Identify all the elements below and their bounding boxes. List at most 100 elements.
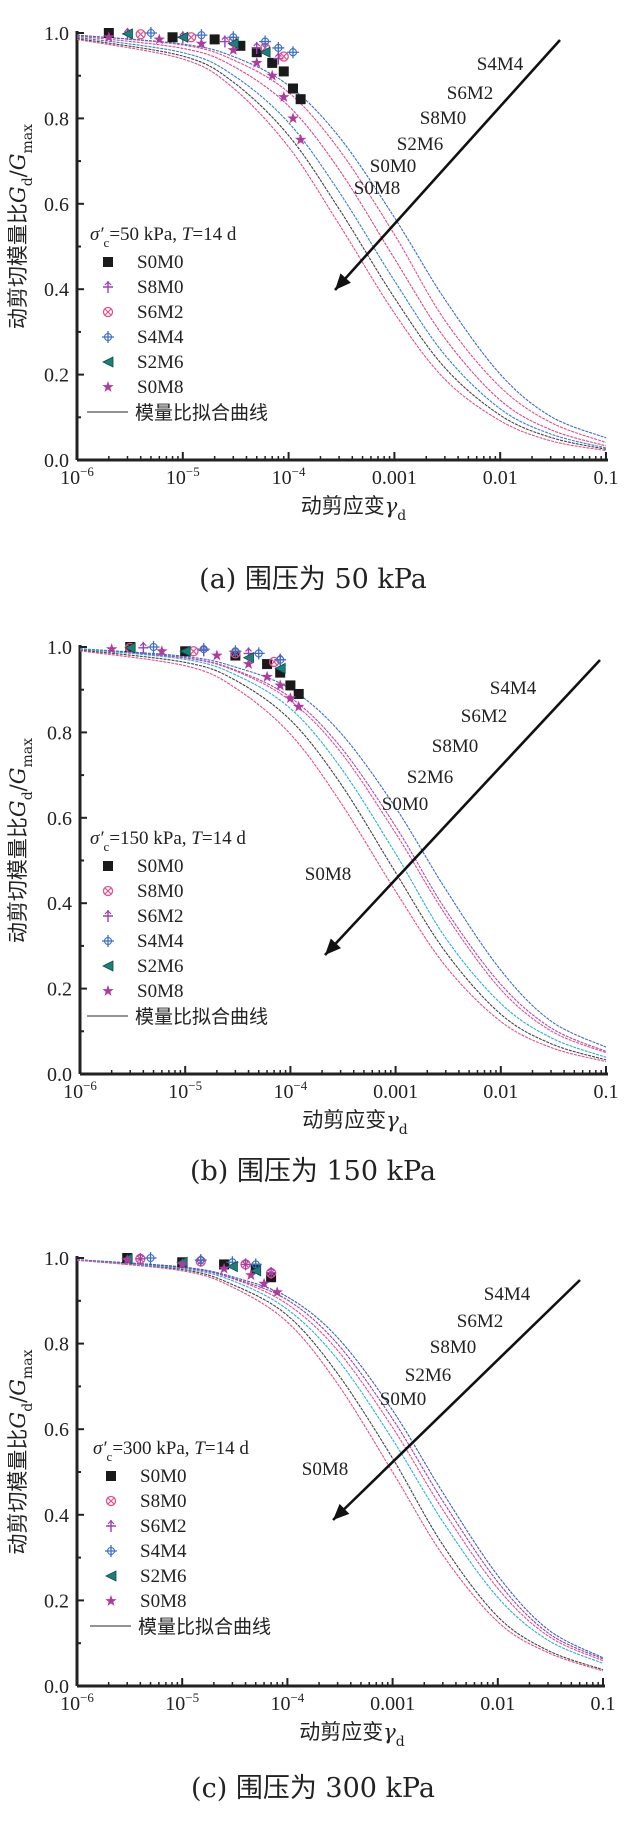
data-point-s4m4: [147, 641, 160, 653]
data-point-s0m8: [266, 69, 278, 81]
data-point-s4m4: [259, 35, 272, 48]
data-point-s6m2: [240, 1258, 251, 1271]
y-axis-title-text: 动剪切模量比: [6, 1429, 30, 1555]
x-tick-base: 10: [272, 467, 292, 489]
legend-marker-s0m0: [103, 257, 113, 267]
y-tick-label: 0.0: [44, 1676, 69, 1698]
trend-arrow-head: [325, 938, 342, 955]
x-axis-title: 动剪应变γd: [301, 494, 407, 524]
fit-curve-s0m0: [79, 649, 607, 1061]
y-axis-title-text: 动剪切模量比: [6, 817, 30, 943]
marker-ring: [288, 48, 298, 57]
legend-label-s2m6: S2M6: [137, 352, 183, 373]
marker-x: [104, 887, 112, 895]
y-tick-label: 0.6: [47, 808, 72, 830]
x-tick-base: 10: [166, 467, 186, 489]
x-tick-label: 0.1: [591, 1693, 616, 1715]
data-point-s0m8: [287, 112, 299, 124]
x-tick-label: 0.1: [594, 1081, 619, 1103]
data-point-s0m8: [103, 31, 115, 43]
trend-arrow-head: [335, 273, 351, 290]
marker-cap: [221, 35, 229, 40]
legend-marker-s0m0: [106, 1471, 116, 1481]
y-tick-label: 1.0: [44, 23, 69, 45]
panel-caption: (b) 围压为 150 kPa: [190, 1156, 436, 1187]
marker-ring: [106, 1546, 116, 1556]
data-point-s4m4: [197, 643, 210, 656]
marker-cap: [253, 42, 261, 47]
legend-label-s0m0: S0M0: [140, 1466, 186, 1487]
panel-caption: (c) 围压为 300 kPa: [191, 1773, 435, 1804]
y-axis-title: 动剪切模量比Gd/Gmax: [6, 1349, 36, 1554]
x-tick-label: 10−6: [60, 1690, 94, 1715]
marker-ring: [231, 647, 240, 656]
data-point-s0m8: [153, 33, 165, 45]
trend-arrow-line: [334, 39, 561, 291]
legend-marker-s8m0: [103, 281, 113, 293]
data-point-s0m8: [293, 700, 305, 712]
marker-ring: [254, 649, 263, 658]
g-subscript-max: max: [20, 124, 36, 154]
fit-curve-s2m6: [76, 36, 607, 449]
marker-circle: [105, 1495, 117, 1507]
y-tick-label: 1.0: [47, 637, 72, 659]
fit-curve-s2m6: [79, 648, 607, 1058]
marker-circle: [278, 51, 289, 62]
g-symbol: G: [6, 1412, 30, 1429]
panel-caption: (a) 围压为 50 kPa: [199, 564, 427, 595]
data-point-s0m8: [227, 44, 239, 55]
gamma-subscript: d: [397, 508, 406, 524]
x-tick-label: 10−4: [272, 464, 306, 489]
marker-plus: [135, 1252, 146, 1265]
marker-ring: [199, 645, 208, 654]
pressure-value: =150 kPa,: [109, 828, 191, 849]
arrow-label-s2m6: S2M6: [405, 1365, 451, 1386]
legend-marker-s0m8: [102, 985, 114, 996]
data-point-s6m2: [266, 1266, 277, 1279]
marker-x: [107, 1497, 115, 1505]
y-tick-label: 1.0: [44, 1248, 69, 1270]
legend-condition: σ′c=300 kPa, T=14 d: [93, 1438, 249, 1464]
time-symbol: T: [191, 828, 203, 849]
sigma-subscript: c: [104, 235, 110, 250]
y-tick-label: 0.8: [44, 108, 69, 130]
data-point-s0m0: [267, 57, 278, 68]
legend-fit-label: 模量比拟合曲线: [135, 1006, 268, 1028]
x-tick-base: 0.1: [594, 467, 619, 489]
marker-plus: [240, 1258, 251, 1271]
x-axis-title: 动剪应变γd: [302, 1108, 408, 1138]
chart-panel-c: 0.00.20.40.60.81.010−6 10−5 10−4 0.001 0.01 0…: [6, 1248, 616, 1804]
legend-label-s8m0: S8M0: [137, 881, 183, 902]
marker-plus: [252, 647, 265, 660]
g-subscript-d: d: [20, 177, 36, 186]
fit-curve-s8m0: [76, 1259, 604, 1662]
time-value: =14 d: [205, 1438, 249, 1459]
legend-label-s2m6: S2M6: [140, 1566, 186, 1587]
data-point-s2m6: [121, 28, 133, 40]
time-symbol: T: [182, 224, 194, 245]
legend-label-s2m6: S2M6: [137, 956, 183, 977]
arrow-label-s6m2: S6M2: [447, 83, 493, 104]
data-point-s6m2: [278, 51, 289, 62]
fit-curve-s6m2: [76, 1259, 604, 1660]
x-tick-base: 10: [273, 1081, 293, 1103]
arrow-label-s6m2: S6M2: [457, 1311, 503, 1332]
data-point-s0m0: [167, 32, 178, 43]
g-subscript-max: max: [20, 738, 36, 768]
x-tick-exponent: −6: [83, 1078, 97, 1093]
data-point-s0m8: [278, 91, 290, 102]
marker-ring: [146, 28, 156, 38]
data-point-s4m4: [252, 647, 265, 660]
legend: σ′c=50 kPa, T=14 dS0M0S8M0S6M2S4M4S2M6S0…: [87, 224, 268, 424]
x-tick-exponent: −5: [188, 1078, 202, 1093]
data-point-s0m8: [271, 1286, 283, 1298]
legend-label-s4m4: S4M4: [140, 1541, 187, 1562]
data-point-s0m8: [218, 1262, 230, 1274]
arrow-label-s8m0: S8M0: [432, 736, 478, 757]
data-point-s0m8: [242, 658, 255, 669]
data-point-s0m8: [258, 1277, 270, 1289]
y-tick-label: 0.0: [44, 450, 69, 472]
legend-fit-label: 模量比拟合曲线: [138, 1616, 271, 1638]
sigma-symbol: σ′: [90, 224, 104, 245]
data-point-s2m6: [259, 46, 271, 58]
